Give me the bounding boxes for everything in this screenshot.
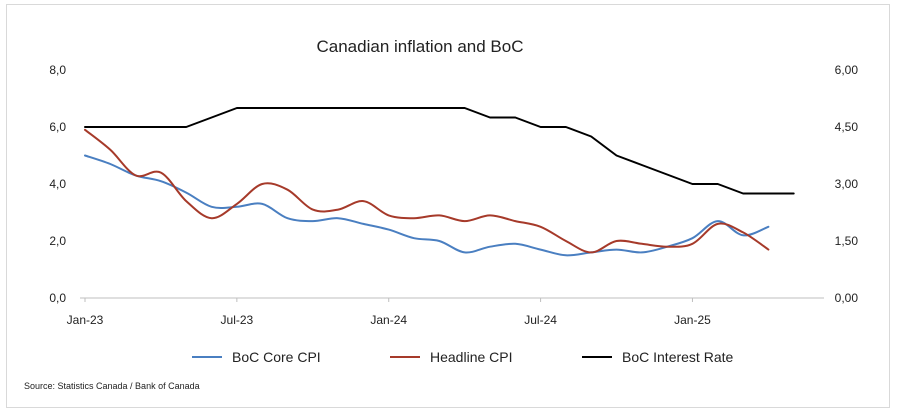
y-left-tick-label: 6,0 xyxy=(49,120,66,134)
y-right-tick-label: 4,50 xyxy=(835,120,859,134)
y-left-tick-label: 8,0 xyxy=(49,63,66,77)
x-tick-label: Jul-24 xyxy=(524,313,557,327)
y-right-tick-label: 1,50 xyxy=(835,234,859,248)
y-left-tick-label: 2,0 xyxy=(49,234,66,248)
legend-label-boc-interest-rate: BoC Interest Rate xyxy=(622,349,733,365)
legend-label-boc-core-cpi: BoC Core CPI xyxy=(232,349,321,365)
series-line-headline-cpi xyxy=(84,128,770,254)
source-note: Source: Statistics Canada / Bank of Cana… xyxy=(24,381,200,391)
legend: BoC Core CPI Headline CPI BoC Interest Rat… xyxy=(192,349,733,365)
x-tick-label: Jan-25 xyxy=(674,313,711,327)
x-tick-label: Jan-24 xyxy=(370,313,407,327)
series-layer xyxy=(84,107,795,257)
axes: Jan-23 Jul-23 Jan-24 Jul-24 Jan-25 0,0 2,0 4,0 6… xyxy=(49,63,858,327)
legend-label-headline-cpi: Headline CPI xyxy=(430,349,513,365)
chart-title: Canadian inflation and BoC xyxy=(317,37,524,56)
y-right-tick-label: 0,00 xyxy=(835,291,859,305)
chart-frame xyxy=(6,4,890,408)
series-line-boc-core-cpi xyxy=(84,154,770,257)
y-right-tick-label: 6,00 xyxy=(835,63,859,77)
series-line-boc-interest-rate xyxy=(84,107,795,195)
y-left-tick-label: 4,0 xyxy=(49,177,66,191)
y-left-tick-label: 0,0 xyxy=(49,291,66,305)
x-tick-label: Jul-23 xyxy=(221,313,254,327)
x-tick-label: Jan-23 xyxy=(67,313,104,327)
y-right-tick-label: 3,00 xyxy=(835,177,859,191)
